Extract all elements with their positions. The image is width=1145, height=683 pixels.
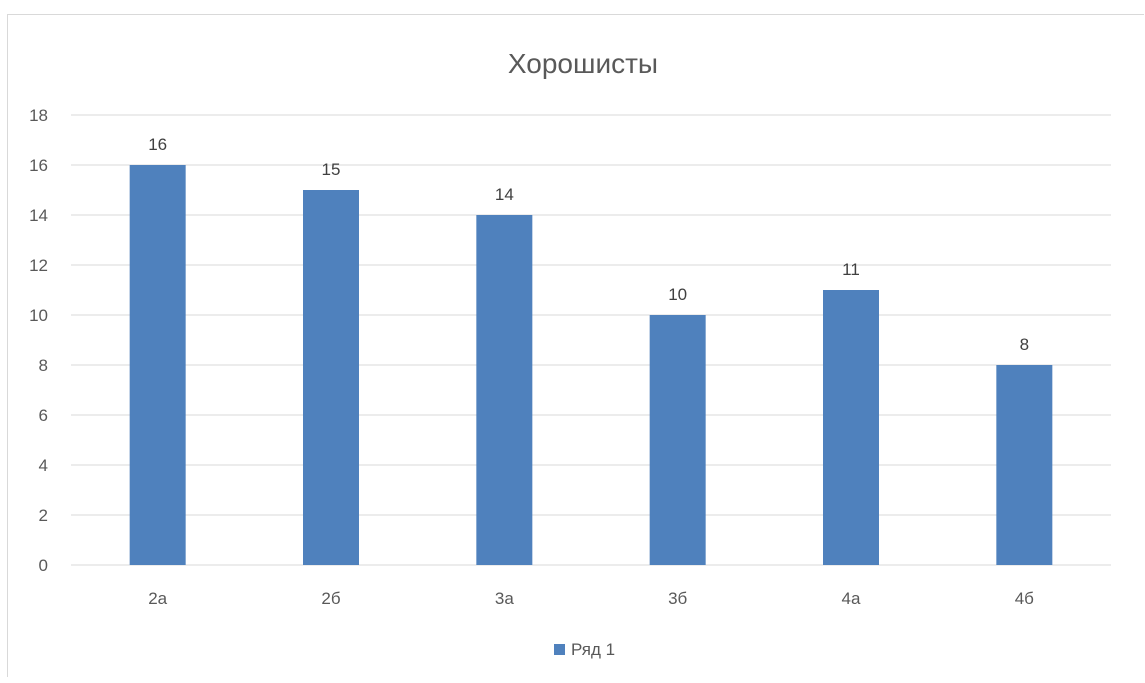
legend: Ряд 1 <box>554 640 615 659</box>
bar <box>303 190 359 565</box>
y-tick-label: 6 <box>39 406 48 425</box>
data-label: 16 <box>148 135 167 154</box>
y-tick-label: 4 <box>39 456 48 475</box>
y-tick-label: 16 <box>29 156 48 175</box>
data-labels: 16 15 14 10 11 8 <box>148 135 1029 354</box>
x-tick-label: 3а <box>495 589 514 608</box>
y-tick-label: 10 <box>29 306 48 325</box>
gridlines <box>71 114 1111 566</box>
bar <box>996 365 1053 565</box>
y-tick-label: 18 <box>29 106 48 125</box>
y-tick-label: 14 <box>29 206 48 225</box>
x-tick-label: 3б <box>668 589 687 608</box>
data-label: 15 <box>322 160 341 179</box>
y-tick-label: 8 <box>39 356 48 375</box>
x-tick-label: 4б <box>1015 589 1034 608</box>
x-axis-ticks: 2а 2б 3а 3б 4а 4б <box>148 589 1034 608</box>
y-tick-label: 2 <box>39 506 48 525</box>
data-label: 8 <box>1020 335 1029 354</box>
data-label: 11 <box>842 260 860 279</box>
y-axis-ticks: 0 2 4 6 8 10 12 14 16 18 <box>29 106 48 575</box>
bar <box>649 315 706 565</box>
y-tick-label: 12 <box>29 256 48 275</box>
x-tick-label: 2а <box>148 589 167 608</box>
y-tick-label: 0 <box>39 556 48 575</box>
bar-chart: Хорошисты 0 2 4 6 8 10 12 14 16 18 16 15 14 10 11 8 2а… <box>29 48 1111 659</box>
bar <box>476 215 533 565</box>
chart-area: Хорошисты 0 2 4 6 8 10 12 14 16 18 16 15 14 10 11 8 2а… <box>7 14 1144 677</box>
x-tick-label: 4а <box>842 589 861 608</box>
data-label: 10 <box>668 285 687 304</box>
x-tick-label: 2б <box>321 589 340 608</box>
bar <box>129 165 186 565</box>
bars <box>129 165 1053 565</box>
data-label: 14 <box>495 185 514 204</box>
legend-label: Ряд 1 <box>571 640 615 659</box>
chart-title: Хорошисты <box>508 48 658 79</box>
legend-swatch <box>554 644 565 655</box>
bar <box>823 290 879 565</box>
